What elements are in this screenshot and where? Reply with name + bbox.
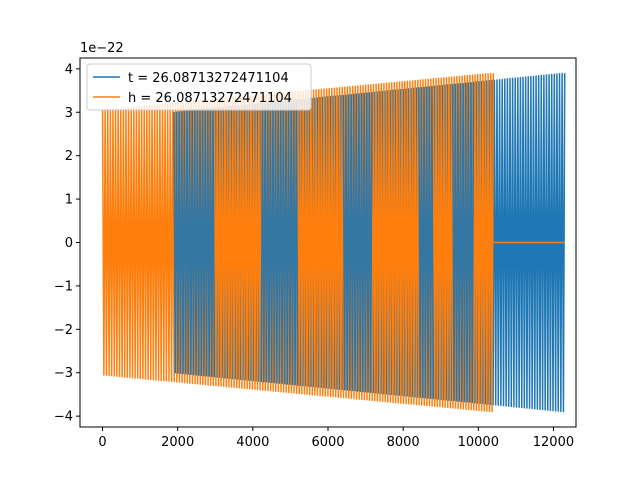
series-line-t-overlay: [260, 100, 299, 386]
y-tick-label: −3: [54, 366, 73, 381]
x-tick-label: 2000: [161, 435, 194, 450]
series-line-t-overlay: [342, 92, 373, 393]
x-axis: 0 2000 4000 6000 8000 10000 12000: [98, 427, 574, 450]
y-axis-offset-label: 1e−22: [80, 41, 124, 56]
x-tick-label: 10000: [458, 435, 499, 450]
y-tick-label: 2: [65, 149, 73, 164]
y-axis: −4 −3 −2 −1 0 1 2 3 4: [54, 62, 80, 425]
y-tick-label: −2: [54, 323, 73, 338]
legend-label-h: h = 26.08713272471104: [128, 91, 292, 106]
x-tick-label: 4000: [236, 435, 269, 450]
x-tick-label: 0: [98, 435, 106, 450]
series-line-t-overlay: [173, 108, 216, 377]
series-line-t-overlay: [451, 82, 475, 403]
y-tick-label: 4: [65, 62, 73, 77]
y-tick-label: −4: [54, 410, 73, 425]
y-tick-label: 0: [65, 236, 73, 251]
legend-frame: [86, 63, 312, 111]
x-tick-label: 12000: [533, 435, 574, 450]
x-tick-label: 8000: [387, 435, 420, 450]
legend-label-t: t = 26.08713272471104: [128, 71, 289, 86]
y-tick-label: −1: [54, 279, 73, 294]
legend: t = 26.08713272471104 h = 26.08713272471…: [86, 63, 312, 111]
y-tick-label: 1: [65, 193, 73, 208]
x-tick-label: 6000: [311, 435, 344, 450]
series-line-t-overlay: [418, 86, 434, 399]
y-tick-label: 3: [65, 106, 73, 121]
